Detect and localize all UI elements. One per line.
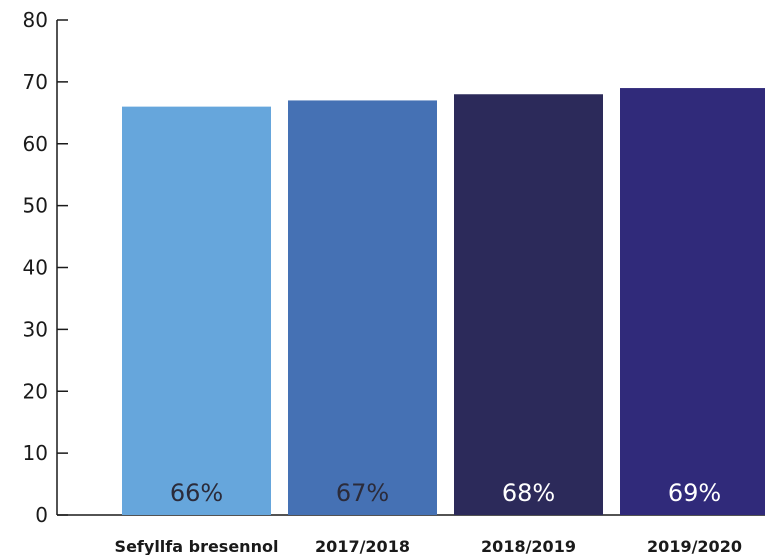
data-label-2: 67% xyxy=(336,479,389,507)
y-tick-label-70: 70 xyxy=(23,70,48,94)
bar-2 xyxy=(288,100,437,515)
y-tick-label-80: 80 xyxy=(23,8,48,32)
y-tick-label-20: 20 xyxy=(23,379,48,403)
bars xyxy=(122,88,765,515)
category-label-2: 2017/2018 xyxy=(315,537,410,555)
category-label-4: 2019/2020 xyxy=(647,537,742,555)
y-tick-label-60: 60 xyxy=(23,132,48,156)
data-label-3: 68% xyxy=(502,479,555,507)
y-tick-label-10: 10 xyxy=(23,441,48,465)
y-tick-label-0: 0 xyxy=(35,503,48,527)
labels: 66% Sefyllfa bresennol 67% 2017/2018 68% 2018… xyxy=(115,479,742,555)
bar-4 xyxy=(620,88,765,515)
data-label-1: 66% xyxy=(170,479,223,507)
data-label-4: 69% xyxy=(668,479,721,507)
category-label-3: 2018/2019 xyxy=(481,537,576,555)
y-tick-label-50: 50 xyxy=(23,194,48,218)
bar-3 xyxy=(454,94,603,515)
category-label-1: Sefyllfa bresennol xyxy=(115,537,279,555)
y-tick-label-30: 30 xyxy=(23,317,48,341)
bar-1 xyxy=(122,106,271,515)
y-tick-label-40: 40 xyxy=(23,256,48,280)
